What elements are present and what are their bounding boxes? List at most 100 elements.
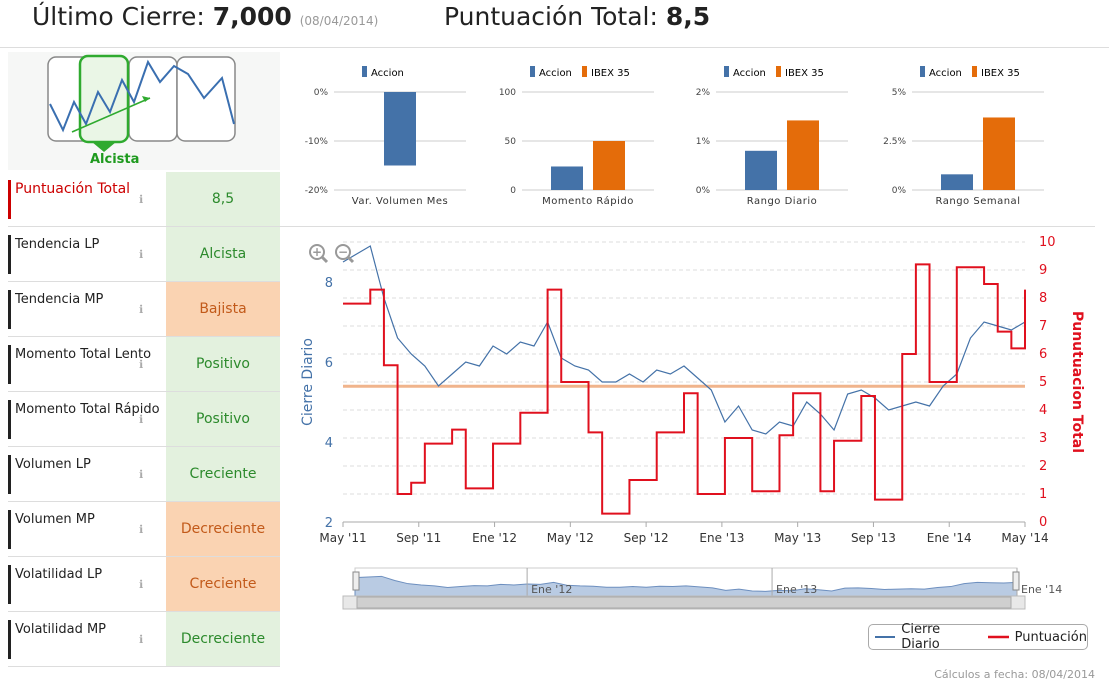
- info-icon[interactable]: ℹ: [139, 303, 144, 316]
- navigator-handle-right[interactable]: [1012, 571, 1020, 591]
- info-icon[interactable]: ℹ: [139, 358, 144, 371]
- tick-label: 5%: [892, 88, 907, 98]
- right-tick-label: 9: [1039, 263, 1047, 278]
- last-close-value: 7,000: [212, 2, 292, 31]
- scrollbar-thumb[interactable]: [356, 596, 1012, 609]
- score-value: Positivo: [166, 337, 280, 391]
- legend-label: Accion: [733, 68, 766, 79]
- legend-swatch-score: [988, 635, 1009, 639]
- zoom-in-icon[interactable]: +: [309, 244, 329, 264]
- tick-label: 1%: [696, 137, 711, 147]
- bar: [787, 120, 819, 190]
- footer-date: Cálculos a fecha: 08/04/2014: [934, 668, 1095, 681]
- score-row: Volumen MP ℹ Decreciente: [8, 502, 280, 557]
- score-label: Momento Total Lento: [8, 345, 166, 384]
- legend-swatch: [972, 66, 977, 77]
- score-row: Momento Total Rápido ℹ Positivo: [8, 392, 280, 447]
- tick-label: 2%: [696, 88, 711, 98]
- legend-swatch: [776, 66, 781, 77]
- last-close-date: (08/04/2014): [299, 14, 379, 28]
- right-tick-label: 10: [1039, 235, 1056, 250]
- main-legend[interactable]: Cierre Diario Puntuación: [868, 622, 1088, 652]
- info-icon[interactable]: ℹ: [139, 633, 144, 646]
- info-icon[interactable]: ℹ: [139, 193, 144, 206]
- score-value: Creciente: [166, 557, 280, 611]
- x-tick-label: May '14: [1001, 531, 1048, 545]
- x-tick-label: May '12: [547, 531, 594, 545]
- score-label: Momento Total Rápido: [8, 400, 166, 439]
- right-tick-label: 8: [1039, 291, 1047, 306]
- right-tick-label: 2: [1039, 459, 1047, 474]
- last-close: Último Cierre: 7,000 (08/04/2014): [32, 2, 379, 31]
- bar: [941, 174, 973, 190]
- right-tick-label: 6: [1039, 347, 1047, 362]
- legend-label: IBEX 35: [981, 68, 1020, 79]
- chart-title: Var. Volumen Mes: [352, 196, 448, 207]
- right-tick-label: 7: [1039, 319, 1047, 334]
- info-icon[interactable]: ℹ: [139, 578, 144, 591]
- x-tick-label: Sep '12: [624, 531, 669, 545]
- score-row: Tendencia MP ℹ Bajista: [8, 282, 280, 337]
- legend-score: Puntuación: [1014, 629, 1087, 645]
- score-row: Momento Total Lento ℹ Positivo: [8, 337, 280, 392]
- chart-title: Rango Diario: [747, 196, 817, 207]
- bar: [745, 150, 777, 190]
- x-tick-label: Sep '11: [396, 531, 441, 545]
- series-line-cierre: [342, 245, 1026, 435]
- score-label: Volumen MP: [8, 510, 166, 549]
- left-tick-label: 2: [325, 516, 333, 531]
- score-label: Volatilidad MP: [8, 620, 166, 659]
- bar: [593, 141, 625, 190]
- info-icon[interactable]: ℹ: [139, 468, 144, 481]
- left-tick-label: 4: [325, 436, 333, 451]
- tick-label: -20%: [305, 186, 329, 196]
- tick-label: 0%: [892, 186, 907, 196]
- trend-indicator: Alcista: [8, 52, 280, 170]
- legend-swatch: [582, 66, 587, 77]
- score-table: Puntuación Total ℹ 8,5 Tendencia LP ℹ Al…: [8, 172, 280, 667]
- x-tick-label: Ene '12: [472, 531, 517, 545]
- legend-label: Accion: [371, 68, 404, 79]
- score-row: Volatilidad MP ℹ Decreciente: [8, 612, 280, 667]
- chart-title: Rango Semanal: [936, 196, 1021, 207]
- legend-label: IBEX 35: [591, 68, 630, 79]
- chart-title: Momento Rápido: [542, 195, 634, 207]
- info-icon[interactable]: ℹ: [139, 523, 144, 536]
- tick-label: 2.5%: [883, 137, 906, 147]
- info-icon[interactable]: ℹ: [139, 413, 144, 426]
- x-tick-label: Ene '14: [927, 531, 972, 545]
- navigator-area: [354, 575, 1018, 597]
- mini-chart-momento: Accion IBEX 35 100 50 0 Momento Rápido: [499, 66, 654, 207]
- mini-chart-rango-diario: Accion IBEX 35 2% 1% 0% Rango Diario: [696, 66, 848, 207]
- right-tick-label: 3: [1039, 431, 1047, 446]
- score-label: Volumen LP: [8, 455, 166, 494]
- score-value: Decreciente: [166, 612, 280, 666]
- legend-swatch: [530, 66, 535, 77]
- x-tick-label: May '13: [774, 531, 821, 545]
- score-value: Bajista: [166, 282, 280, 336]
- right-tick-label: 4: [1039, 403, 1047, 418]
- score-value: Decreciente: [166, 502, 280, 556]
- legend-label: Accion: [929, 68, 962, 79]
- score-value: 8,5: [166, 172, 280, 226]
- legend-swatch: [362, 66, 367, 77]
- total-score-value: 8,5: [665, 2, 711, 31]
- zoom-out-icon[interactable]: −: [335, 244, 355, 264]
- svg-text:−: −: [338, 245, 348, 259]
- score-label: Volatilidad LP: [8, 565, 166, 604]
- legend-swatch: [724, 66, 729, 77]
- y-axis-title-right: Punutuacion Total: [1069, 311, 1085, 453]
- tick-label: 0%: [314, 88, 329, 98]
- legend-label: IBEX 35: [785, 68, 824, 79]
- mini-chart-rango-semanal: Accion IBEX 35 5% 2.5% 0% Rango Semanal: [883, 66, 1044, 207]
- navigator-handle-left[interactable]: [352, 571, 360, 591]
- info-icon[interactable]: ℹ: [139, 248, 144, 261]
- page-header: Último Cierre: 7,000 (08/04/2014) Puntua…: [0, 0, 1109, 48]
- score-label: Tendencia MP: [8, 290, 166, 329]
- score-label: Puntuación Total: [8, 180, 166, 219]
- bar: [384, 92, 416, 166]
- left-tick-label: 6: [325, 356, 333, 371]
- x-tick-label: May '11: [319, 531, 366, 545]
- navigator-label: Ene '12: [531, 583, 572, 596]
